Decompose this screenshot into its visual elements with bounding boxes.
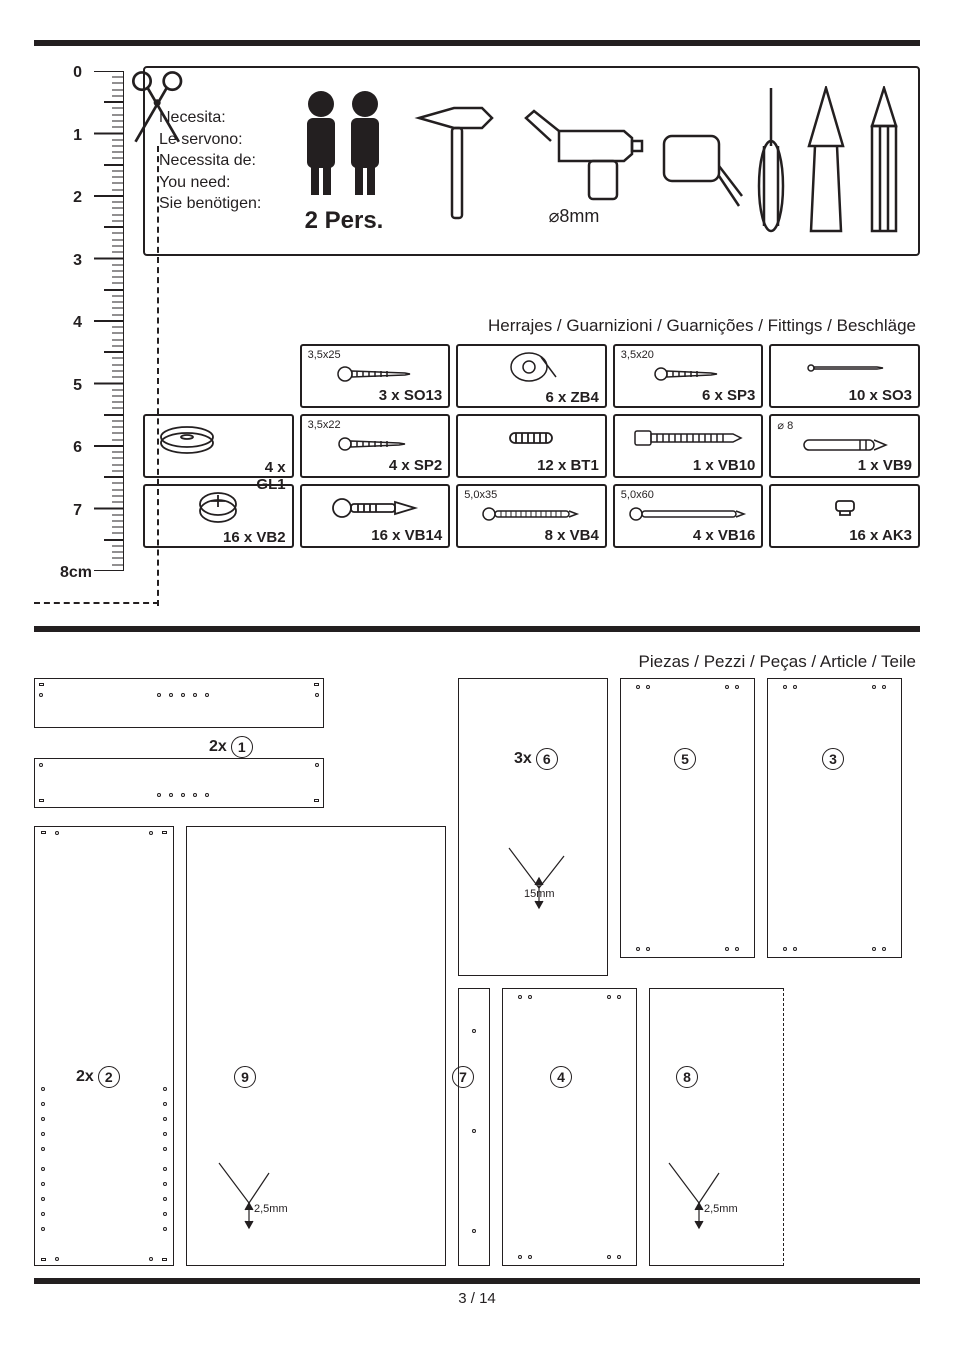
fitting-vb16: 5,0x60 4 x VB16 bbox=[613, 484, 764, 548]
ruler-label: 8cm bbox=[60, 564, 92, 582]
screw-icon bbox=[653, 365, 723, 383]
fitting-vb14: 16 x VB14 bbox=[300, 484, 451, 548]
cam-bolt-icon bbox=[330, 496, 420, 520]
pencil-icon bbox=[864, 80, 904, 242]
awl-icon bbox=[799, 80, 854, 242]
tools-required-box: Necesita: Le servono: Necessita de: You … bbox=[143, 66, 920, 256]
piece-7-label: 7 bbox=[452, 1066, 474, 1088]
fitting-so3: 10 x SO3 bbox=[769, 344, 920, 408]
fitting-vb2: 16 x VB2 bbox=[143, 484, 294, 548]
piece-1-top bbox=[34, 678, 324, 728]
screw-icon bbox=[335, 364, 415, 384]
piece-1-label: 2x1 bbox=[209, 736, 253, 758]
nail-icon bbox=[805, 361, 885, 375]
piece-5-label: 5 bbox=[674, 748, 696, 770]
piece-7 bbox=[458, 988, 490, 1266]
dim-8: 2,5mm bbox=[704, 1203, 738, 1215]
cover-cap-icon bbox=[830, 497, 860, 519]
piece-9-label: 9 bbox=[234, 1066, 256, 1088]
fittings-grid: 3,5x25 3 x SO13 6 x ZB4 3,5x20 6 x SP3 bbox=[143, 344, 920, 548]
dim-9: 2,5mm bbox=[254, 1203, 288, 1215]
wall-plug-icon bbox=[800, 437, 890, 453]
screw-icon bbox=[337, 435, 412, 453]
fitting-so13: 3,5x25 3 x SO13 bbox=[300, 344, 451, 408]
fittings-heading: Herrajes / Guarnizioni / Guarnições / Fi… bbox=[143, 316, 916, 336]
hammer-icon bbox=[414, 80, 494, 242]
fitting-zb4: 6 x ZB4 bbox=[456, 344, 607, 408]
ruler-label: 0 bbox=[73, 64, 82, 82]
piece-5 bbox=[620, 678, 755, 958]
need-label: Sie benötigen: bbox=[159, 193, 274, 215]
pieces-diagram: 2x1 2x2 9 2,5mm 3x6 15mm bbox=[34, 678, 920, 1268]
two-persons-icon: 2 Pers. bbox=[284, 88, 404, 235]
pieces-heading: Piezas / Pezzi / Peças / Article / Teile bbox=[34, 652, 916, 672]
ruler-label: 6 bbox=[73, 439, 82, 457]
piece-8-label: 8 bbox=[676, 1066, 698, 1088]
arrow-9 bbox=[209, 1153, 289, 1233]
piece-4 bbox=[502, 988, 637, 1266]
ruler-scale bbox=[94, 71, 124, 571]
piece-4-label: 4 bbox=[550, 1066, 572, 1088]
cam-icon bbox=[501, 349, 561, 389]
piece-3 bbox=[767, 678, 902, 958]
arrow-8 bbox=[659, 1153, 739, 1233]
persons-label: 2 Pers. bbox=[284, 207, 404, 235]
tools-and-fittings-panel: 0 1 2 3 4 5 6 7 8cm bbox=[34, 66, 920, 596]
arrow-6 bbox=[499, 838, 579, 918]
ruler-label: 4 bbox=[73, 314, 82, 332]
cam-lock-icon bbox=[193, 489, 243, 529]
need-label: You need: bbox=[159, 172, 274, 194]
piece-6-label: 3x6 bbox=[514, 748, 558, 770]
ruler-column: 0 1 2 3 4 5 6 7 8cm bbox=[34, 66, 123, 596]
confirmat-icon bbox=[481, 506, 581, 522]
fitting-vb4: 5,0x35 8 x VB4 bbox=[456, 484, 607, 548]
drill-diameter: 8mm bbox=[549, 206, 600, 227]
ruler-label: 5 bbox=[73, 377, 82, 395]
ruler-label: 3 bbox=[73, 252, 82, 270]
fitting-ak3: 16 x AK3 bbox=[769, 484, 920, 548]
dim-6: 15mm bbox=[524, 888, 555, 900]
piece-6 bbox=[458, 678, 608, 976]
drill-icon: 8mm bbox=[504, 80, 644, 242]
ruler-label: 1 bbox=[73, 127, 82, 145]
piece-3-label: 3 bbox=[822, 748, 844, 770]
fitting-vb9: ⌀ 8 1 x VB9 bbox=[769, 414, 920, 478]
page-number: 3 / 14 bbox=[34, 1290, 920, 1307]
tape-measure-icon bbox=[654, 80, 744, 242]
piece-2 bbox=[34, 826, 174, 1266]
piece-1-bottom bbox=[34, 758, 324, 808]
ruler-label: 7 bbox=[73, 502, 82, 520]
fitting-gl1: 4 x GL1 bbox=[143, 414, 294, 478]
fitting-vb10: 1 x VB10 bbox=[613, 414, 764, 478]
confirmat-long-icon bbox=[628, 506, 748, 522]
ruler-label: 2 bbox=[73, 189, 82, 207]
dowel-icon bbox=[506, 429, 556, 447]
fitting-sp2: 3,5x22 4 x SP2 bbox=[300, 414, 451, 478]
need-label: Necessita de: bbox=[159, 150, 274, 172]
fitting-sp3: 3,5x20 6 x SP3 bbox=[613, 344, 764, 408]
piece-2-label: 2x2 bbox=[76, 1066, 120, 1088]
bolt-icon bbox=[633, 425, 743, 451]
fitting-bt1: 12 x BT1 bbox=[456, 414, 607, 478]
screwdriver-icon bbox=[754, 80, 789, 242]
scissors-icon bbox=[129, 66, 194, 146]
glide-icon bbox=[157, 419, 217, 459]
